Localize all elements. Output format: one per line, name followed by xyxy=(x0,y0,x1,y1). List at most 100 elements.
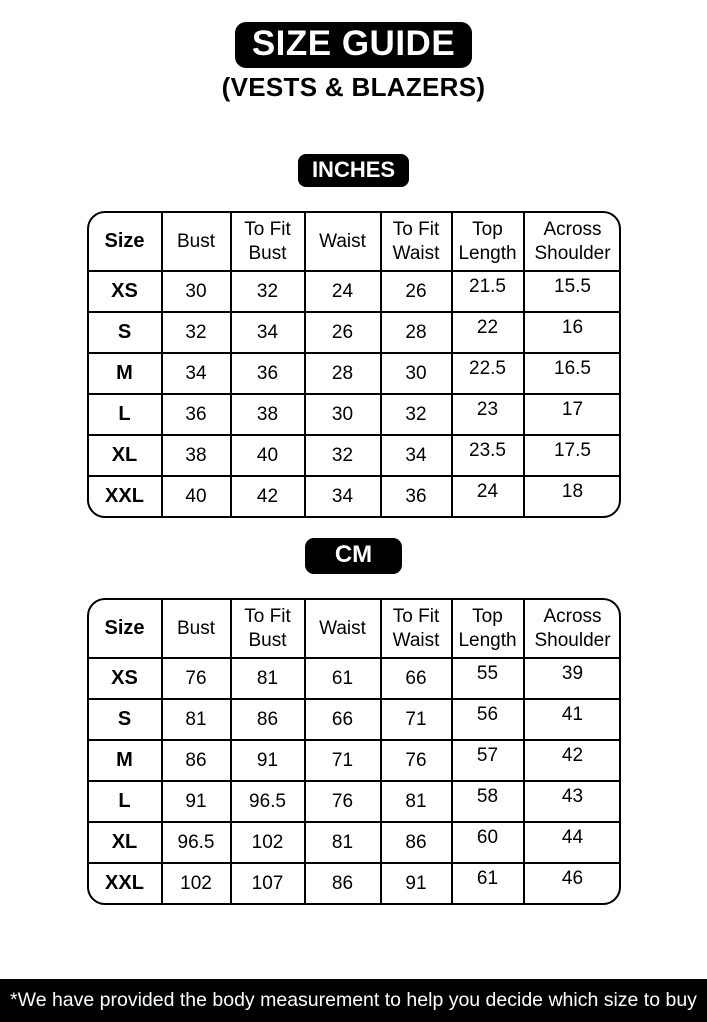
table-row: XXL 40 42 34 36 24 18 xyxy=(88,475,619,516)
value-cell: 66 xyxy=(303,698,382,741)
header-row: Size Bust To Fit Bust Waist To Fit Waist Top … xyxy=(88,213,619,272)
value-cell: 96.5 xyxy=(160,821,232,864)
size-label-cell: XXL xyxy=(88,862,163,903)
table-row: S 32 34 26 28 22 16 xyxy=(88,311,619,354)
value-cell: 38 xyxy=(229,393,306,436)
value-cell: 32 xyxy=(379,393,453,436)
table-row: M 34 36 28 30 22.5 16.5 xyxy=(88,352,619,395)
value-cell: 86 xyxy=(160,739,232,782)
value-cell: 18 xyxy=(522,475,619,516)
value-cell: 102 xyxy=(229,821,306,864)
value-cell: 40 xyxy=(229,434,306,477)
value-cell: 81 xyxy=(229,657,306,700)
table-row: M 86 91 71 76 57 42 xyxy=(88,739,619,782)
value-cell: 36 xyxy=(379,475,453,516)
value-cell: 81 xyxy=(379,780,453,823)
value-cell: 16 xyxy=(522,311,619,354)
value-cell: 107 xyxy=(229,862,306,903)
value-cell: 36 xyxy=(229,352,306,395)
value-cell: 26 xyxy=(379,270,453,313)
value-cell: 39 xyxy=(522,657,619,700)
value-cell: 86 xyxy=(303,862,382,903)
table-row: XL 96.5 102 81 86 60 44 xyxy=(88,821,619,864)
column-header-to-fit-waist: To Fit Waist xyxy=(379,213,453,272)
size-label-cell: XS xyxy=(88,657,163,700)
value-cell: 32 xyxy=(160,311,232,354)
size-table: Size Bust To Fit Bust Waist To Fit Waist Top … xyxy=(88,213,619,516)
column-header-top-length: Top Length xyxy=(450,213,525,272)
size-label-cell: XL xyxy=(88,821,163,864)
value-cell: 32 xyxy=(229,270,306,313)
column-header-size: Size xyxy=(88,213,163,272)
value-cell: 91 xyxy=(379,862,453,903)
value-cell: 61 xyxy=(450,862,525,903)
value-cell: 23.5 xyxy=(450,434,525,477)
value-cell: 38 xyxy=(160,434,232,477)
size-label-cell: XL xyxy=(88,434,163,477)
value-cell: 44 xyxy=(522,821,619,864)
value-cell: 60 xyxy=(450,821,525,864)
table-row: XXL 102 107 86 91 61 46 xyxy=(88,862,619,903)
value-cell: 42 xyxy=(229,475,306,516)
value-cell: 16.5 xyxy=(522,352,619,395)
value-cell: 34 xyxy=(160,352,232,395)
column-header-across-shoulder: Across Shoulder xyxy=(522,600,619,659)
size-table: Size Bust To Fit Bust Waist To Fit Waist Top … xyxy=(88,600,619,903)
size-label-cell: M xyxy=(88,739,163,782)
value-cell: 57 xyxy=(450,739,525,782)
column-header-to-fit-bust: To Fit Bust xyxy=(229,600,306,659)
value-cell: 30 xyxy=(379,352,453,395)
size-label-cell: XXL xyxy=(88,475,163,516)
value-cell: 30 xyxy=(303,393,382,436)
value-cell: 40 xyxy=(160,475,232,516)
size-label-cell: M xyxy=(88,352,163,395)
value-cell: 24 xyxy=(450,475,525,516)
cm-section-label: CM xyxy=(304,538,403,574)
value-cell: 26 xyxy=(303,311,382,354)
value-cell: 46 xyxy=(522,862,619,903)
value-cell: 22 xyxy=(450,311,525,354)
column-header-across-shoulder: Across Shoulder xyxy=(522,213,619,272)
value-cell: 61 xyxy=(303,657,382,700)
column-header-waist: Waist xyxy=(303,213,382,272)
table-row: S 81 86 66 71 56 41 xyxy=(88,698,619,741)
value-cell: 58 xyxy=(450,780,525,823)
value-cell: 15.5 xyxy=(522,270,619,313)
footnote-text: *We have provided the body measurement t… xyxy=(10,989,697,1011)
footnote-bar: *We have provided the body measurement t… xyxy=(0,979,707,1022)
value-cell: 22.5 xyxy=(450,352,525,395)
value-cell: 76 xyxy=(379,739,453,782)
value-cell: 66 xyxy=(379,657,453,700)
column-header-bust: Bust xyxy=(160,600,232,659)
value-cell: 91 xyxy=(160,780,232,823)
table-row: XS 30 32 24 26 21.5 15.5 xyxy=(88,270,619,313)
value-cell: 17.5 xyxy=(522,434,619,477)
value-cell: 76 xyxy=(160,657,232,700)
value-cell: 30 xyxy=(160,270,232,313)
page-subtitle: (VESTS & BLAZERS) xyxy=(221,72,486,102)
size-label-cell: XS xyxy=(88,270,163,313)
value-cell: 81 xyxy=(160,698,232,741)
value-cell: 28 xyxy=(379,311,453,354)
cm-size-table: Size Bust To Fit Bust Waist To Fit Waist Top … xyxy=(86,598,621,905)
value-cell: 102 xyxy=(160,862,232,903)
value-cell: 71 xyxy=(379,698,453,741)
value-cell: 56 xyxy=(450,698,525,741)
size-guide-page: SIZE GUIDE (VESTS & BLAZERS) INCHES Size… xyxy=(0,22,707,1022)
value-cell: 32 xyxy=(303,434,382,477)
table-row: L 91 96.5 76 81 58 43 xyxy=(88,780,619,823)
table-row: L 36 38 30 32 23 17 xyxy=(88,393,619,436)
page-title: SIZE GUIDE xyxy=(234,22,473,68)
table-row: XS 76 81 61 66 55 39 xyxy=(88,657,619,700)
size-label-cell: S xyxy=(88,698,163,741)
value-cell: 86 xyxy=(379,821,453,864)
size-label-cell: L xyxy=(88,780,163,823)
value-cell: 36 xyxy=(160,393,232,436)
column-header-to-fit-waist: To Fit Waist xyxy=(379,600,453,659)
value-cell: 86 xyxy=(229,698,306,741)
value-cell: 24 xyxy=(303,270,382,313)
column-header-size: Size xyxy=(88,600,163,659)
value-cell: 17 xyxy=(522,393,619,436)
column-header-waist: Waist xyxy=(303,600,382,659)
column-header-bust: Bust xyxy=(160,213,232,272)
